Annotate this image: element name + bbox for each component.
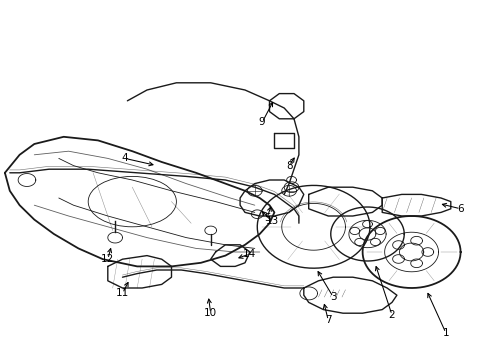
- Text: 2: 2: [389, 310, 395, 320]
- Text: 11: 11: [116, 288, 129, 298]
- Text: 7: 7: [325, 315, 332, 325]
- Text: 5: 5: [264, 213, 270, 223]
- Text: 8: 8: [286, 161, 293, 171]
- Text: 14: 14: [243, 249, 257, 259]
- Text: 13: 13: [265, 216, 279, 226]
- Text: 10: 10: [204, 308, 217, 318]
- Text: 3: 3: [330, 292, 337, 302]
- Text: 12: 12: [101, 254, 115, 264]
- Text: 4: 4: [122, 153, 128, 163]
- Text: 9: 9: [259, 117, 266, 127]
- Text: 1: 1: [442, 328, 449, 338]
- Text: 6: 6: [457, 204, 464, 214]
